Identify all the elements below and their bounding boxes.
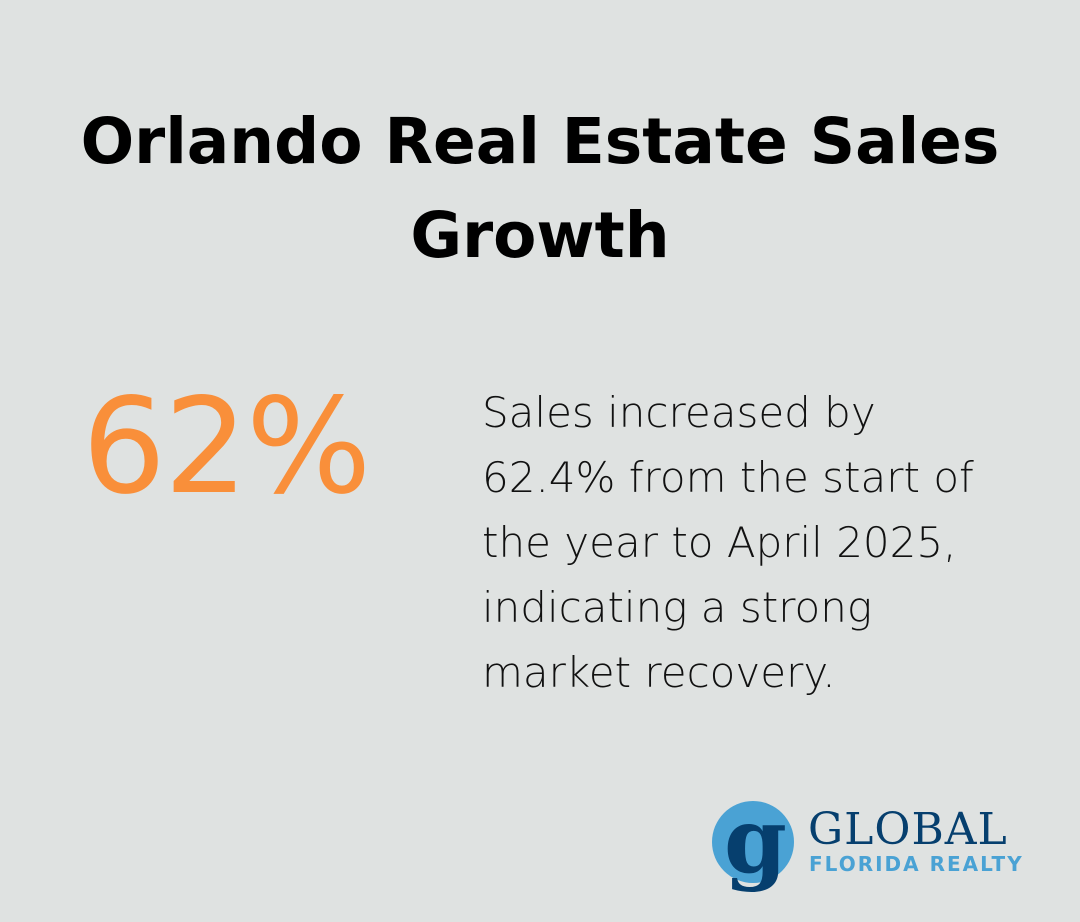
stat-value: 62% — [82, 370, 371, 524]
logo-mark: g — [724, 788, 787, 894]
logo-subtitle: FLORIDA REALTY — [809, 852, 1024, 876]
global-florida-realty-logo: g GLOBAL FLORIDA REALTY — [712, 788, 1052, 894]
page-title: Orlando Real Estate Sales Growth — [80, 105, 1000, 272]
stat-description: Sales increased by 62.4% from the start … — [482, 388, 974, 697]
logo-name: GLOBAL — [808, 804, 1008, 855]
logo-circle-icon — [712, 801, 794, 883]
